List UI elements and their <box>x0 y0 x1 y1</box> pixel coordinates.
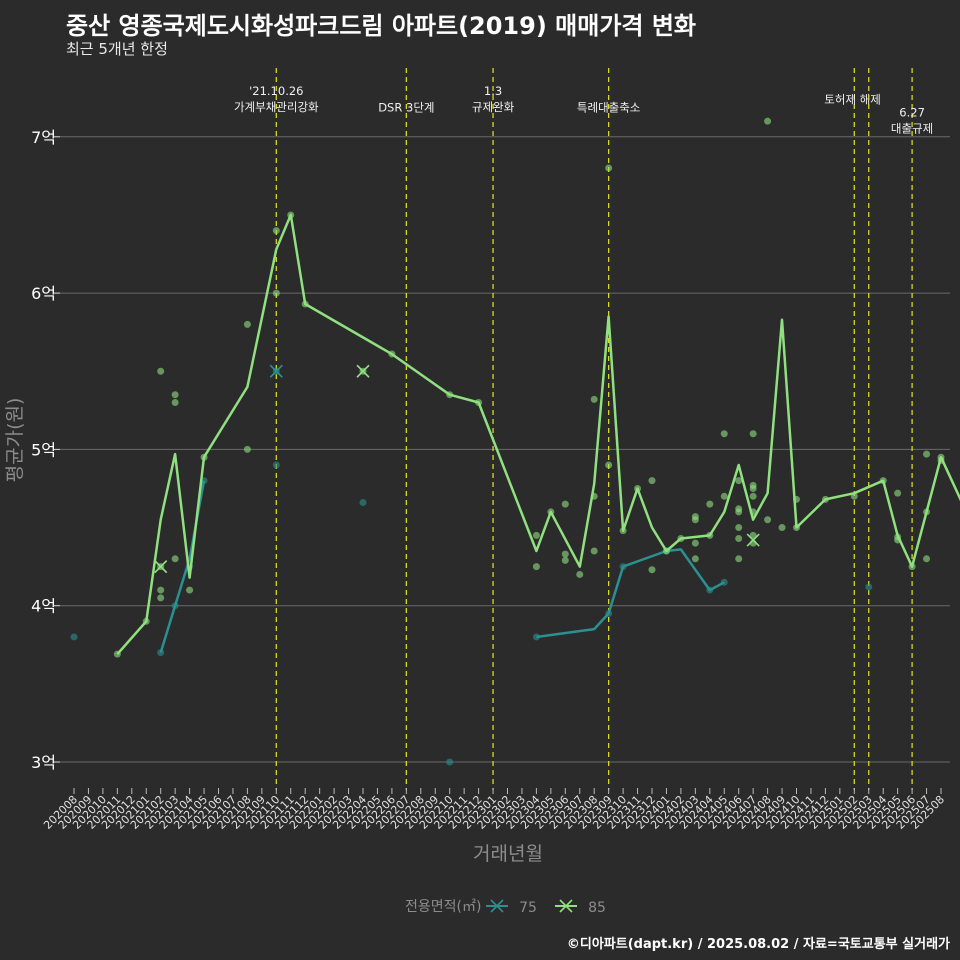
data-point-85 <box>735 524 743 532</box>
data-point-75 <box>359 499 367 507</box>
series-line-85 <box>116 213 960 656</box>
data-point-85 <box>590 547 598 555</box>
data-point-75 <box>70 633 78 641</box>
y-tick-label: 5억 <box>31 440 56 459</box>
data-point-85 <box>749 484 757 492</box>
legend-cross <box>559 899 573 913</box>
data-point-85 <box>691 539 699 547</box>
legend-label: 85 <box>588 900 606 916</box>
data-point-85 <box>561 500 569 508</box>
data-point-85 <box>605 164 613 172</box>
data-point-85 <box>532 563 540 571</box>
event-label: 토허제 해제 <box>824 92 881 106</box>
data-point-85 <box>749 430 757 438</box>
data-point-85 <box>749 531 757 539</box>
data-point-85 <box>605 461 613 469</box>
data-point-85 <box>706 500 714 508</box>
data-point-85 <box>576 570 584 578</box>
cross-marker-85 <box>154 560 168 574</box>
event-label: 규제완화 <box>472 100 515 114</box>
data-point-85 <box>923 555 931 563</box>
data-point-85 <box>735 508 743 516</box>
data-point-85 <box>561 556 569 564</box>
data-point-85 <box>691 555 699 563</box>
legend-label: 75 <box>519 900 537 916</box>
event-label: '21.10.26 <box>249 84 303 98</box>
event-label: DSR 3단계 <box>378 101 434 115</box>
data-point-85 <box>749 492 757 500</box>
data-point-85 <box>561 550 569 558</box>
data-point-85 <box>691 513 699 521</box>
data-point-85 <box>735 555 743 563</box>
cross-marker-85 <box>746 533 760 547</box>
grid-layer <box>60 136 950 763</box>
series-line-75 <box>536 548 725 639</box>
legend-item-75: 75 <box>486 899 537 916</box>
event-lines: '21.10.26 가계부채관리강화 DSR 3단계 1.3 규제완화 특례대출축소 토허제… <box>234 68 933 790</box>
data-point-85 <box>171 391 179 399</box>
data-point-85 <box>272 289 280 297</box>
series-layer <box>70 117 960 766</box>
data-point-75 <box>865 583 873 591</box>
event-label: 1.3 <box>484 84 502 98</box>
data-point-85 <box>648 477 656 485</box>
cross-stroke <box>269 364 283 378</box>
data-point-85 <box>735 477 743 485</box>
data-point-85 <box>243 445 251 453</box>
legend: 전용면적(㎡) 75 85 <box>405 899 606 916</box>
chart-title: 중산 영종국제도시화성파크드림 아파트(2019) 매매가격 변화 <box>66 12 696 40</box>
data-point-85 <box>171 399 179 407</box>
event-label: 가계부채관리강화 <box>234 100 319 114</box>
cross-marker-75 <box>269 364 283 378</box>
data-point-85 <box>272 227 280 235</box>
data-point-85 <box>923 450 931 458</box>
chart-subtitle: 최근 5개년 한정 <box>66 40 168 58</box>
legend-item-85: 85 <box>555 899 606 916</box>
x-axis-title: 거래년월 <box>473 843 543 865</box>
data-point-85 <box>764 516 772 524</box>
data-point-85 <box>157 586 165 594</box>
data-point-85 <box>243 320 251 328</box>
event-label: 6.27 <box>899 105 925 119</box>
data-point-85 <box>720 430 728 438</box>
y-axis-title: 평균가(원) <box>4 398 26 483</box>
data-point-85 <box>532 531 540 539</box>
cross-stroke <box>746 533 760 547</box>
data-point-85 <box>778 524 786 532</box>
data-point-85 <box>764 117 772 125</box>
data-point-75 <box>446 758 454 766</box>
data-point-85 <box>171 555 179 563</box>
y-tick-label: 6억 <box>31 284 56 303</box>
cross-marker-85 <box>356 364 370 378</box>
data-point-85 <box>648 566 656 574</box>
legend-title: 전용면적(㎡) <box>405 899 481 915</box>
cross-stroke <box>154 560 168 574</box>
cross-stroke <box>356 364 370 378</box>
data-point-85 <box>157 367 165 375</box>
data-point-85 <box>590 395 598 403</box>
y-tick-label: 7억 <box>31 128 56 147</box>
data-point-85 <box>157 594 165 602</box>
data-point-75 <box>272 461 280 469</box>
legend-cross <box>490 899 504 913</box>
data-point-85 <box>186 586 194 594</box>
y-tick-label: 4억 <box>31 597 56 616</box>
data-point-85 <box>894 489 902 497</box>
source-caption: ©디아파트(dapt.kr) / 2025.08.02 / 자료=국토교통부 실… <box>566 937 950 952</box>
event-label: 대출규제 <box>891 121 933 135</box>
data-point-85 <box>720 492 728 500</box>
data-point-85 <box>735 534 743 542</box>
event-label: 특례대출축소 <box>577 101 640 115</box>
y-tick-label: 3억 <box>31 753 56 772</box>
